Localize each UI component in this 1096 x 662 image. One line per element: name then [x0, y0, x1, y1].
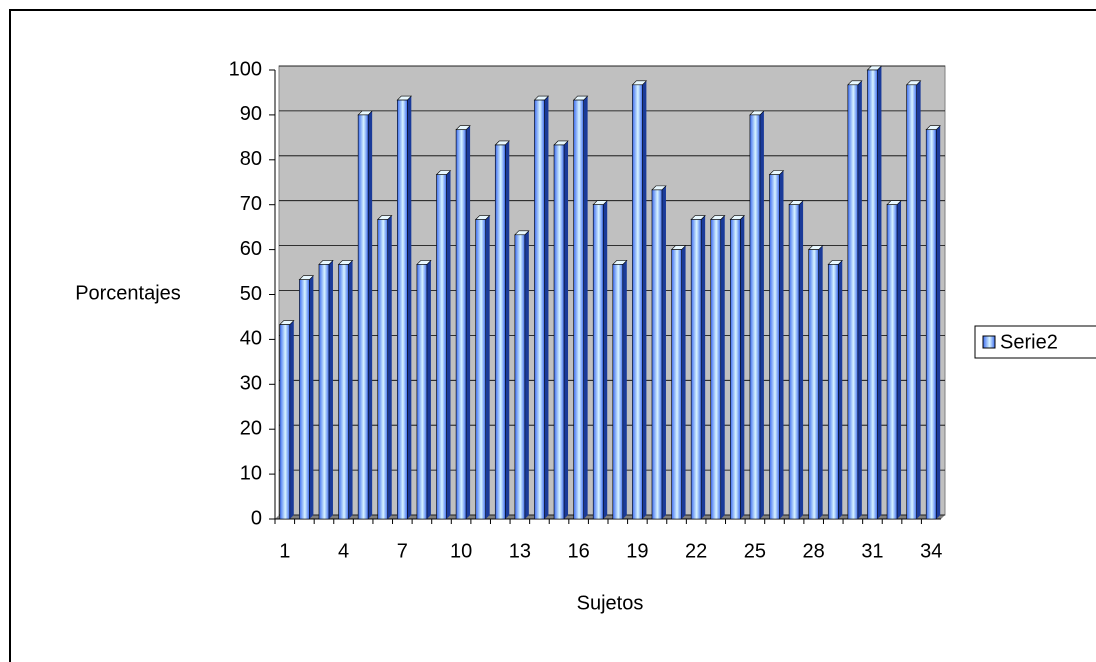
- x-tick-label: 10: [450, 540, 472, 562]
- y-tick-label: 60: [240, 238, 262, 260]
- bar-side: [368, 110, 373, 520]
- bar-side: [759, 110, 764, 520]
- bar-side: [740, 215, 745, 519]
- bar-side: [505, 140, 510, 519]
- bar: [338, 264, 349, 520]
- plot-floor: [275, 515, 945, 519]
- bar: [847, 84, 859, 520]
- x-tick-label: 13: [509, 540, 531, 562]
- bar-side: [309, 275, 314, 519]
- legend: Serie2: [974, 325, 1096, 359]
- bar-side: [446, 170, 451, 519]
- bar-side: [622, 260, 627, 519]
- bar: [612, 264, 624, 520]
- bar: [436, 174, 447, 520]
- bar: [730, 219, 741, 520]
- bar: [769, 174, 780, 520]
- x-tick-label: 19: [626, 540, 648, 562]
- bar-side: [289, 320, 294, 519]
- legend-label: Serie2: [1000, 331, 1058, 353]
- bar: [827, 264, 839, 520]
- bar: [514, 234, 526, 520]
- bar: [749, 114, 761, 520]
- y-tick-label: 30: [240, 373, 262, 395]
- bar: [867, 69, 878, 520]
- bar: [788, 204, 800, 520]
- bar-side: [877, 66, 882, 519]
- bar: [671, 249, 682, 520]
- bar: [690, 219, 702, 520]
- bar-side: [681, 245, 686, 519]
- y-tick-label: 10: [240, 462, 262, 484]
- bar-side: [838, 260, 843, 519]
- bar: [925, 129, 937, 520]
- bar-side: [897, 200, 902, 519]
- bar: [357, 114, 369, 520]
- bar: [573, 99, 584, 520]
- x-tick-label: 28: [803, 540, 825, 562]
- bar-side: [387, 215, 392, 519]
- bar: [279, 324, 291, 520]
- bar-side: [348, 260, 353, 519]
- bar-side: [583, 96, 588, 519]
- x-tick-label: 31: [861, 540, 883, 562]
- x-tick-label: 1: [279, 540, 290, 562]
- bar-side: [720, 215, 725, 519]
- y-tick-label: 0: [251, 507, 262, 529]
- bar-side: [466, 125, 471, 519]
- bar: [318, 264, 330, 520]
- bar-side: [642, 80, 647, 519]
- bar: [416, 264, 428, 520]
- y-tick-label: 80: [240, 148, 262, 170]
- y-tick-label: 70: [240, 193, 262, 215]
- x-tick-label: 4: [338, 540, 349, 562]
- bar: [710, 219, 722, 520]
- y-tick-label: 40: [240, 328, 262, 350]
- bar: [534, 99, 545, 520]
- y-tick-label: 20: [240, 417, 262, 439]
- bar: [553, 144, 565, 520]
- x-tick-label: 34: [920, 540, 942, 562]
- bar: [299, 279, 310, 520]
- bar-side: [661, 185, 666, 519]
- bar: [886, 204, 898, 520]
- bar-side: [799, 200, 804, 519]
- bar-side: [779, 170, 784, 519]
- y-tick-label: 100: [229, 58, 262, 80]
- bar: [455, 129, 467, 520]
- bar-side: [407, 96, 412, 519]
- bar-side: [916, 80, 921, 519]
- bar-side: [426, 260, 431, 519]
- bar: [808, 249, 819, 520]
- bar: [475, 219, 486, 520]
- y-tick-label: 50: [240, 283, 262, 305]
- bar-side: [485, 215, 490, 519]
- x-tick-label: 25: [744, 540, 766, 562]
- bar-side: [564, 140, 569, 519]
- bar: [592, 204, 604, 520]
- bar: [632, 84, 643, 520]
- bar-side: [701, 215, 706, 519]
- bar-side: [603, 200, 608, 519]
- x-tick-label: 7: [397, 540, 408, 562]
- x-tick-label: 16: [567, 540, 589, 562]
- bar: [906, 84, 917, 520]
- bar-side: [818, 245, 823, 519]
- x-axis-label: Sujetos: [577, 592, 644, 614]
- bar-side: [544, 96, 549, 519]
- y-tick-label: 90: [240, 103, 262, 125]
- bar-side: [936, 125, 941, 519]
- bar: [651, 189, 663, 520]
- bar: [377, 219, 389, 520]
- bar-side: [328, 260, 333, 519]
- legend-swatch: [982, 335, 996, 349]
- y-axis-label: Porcentajes: [75, 282, 181, 304]
- bar: [397, 99, 408, 520]
- bar-side: [524, 230, 529, 519]
- bar: [494, 144, 506, 520]
- bar-side: [857, 80, 862, 519]
- x-tick-label: 22: [685, 540, 707, 562]
